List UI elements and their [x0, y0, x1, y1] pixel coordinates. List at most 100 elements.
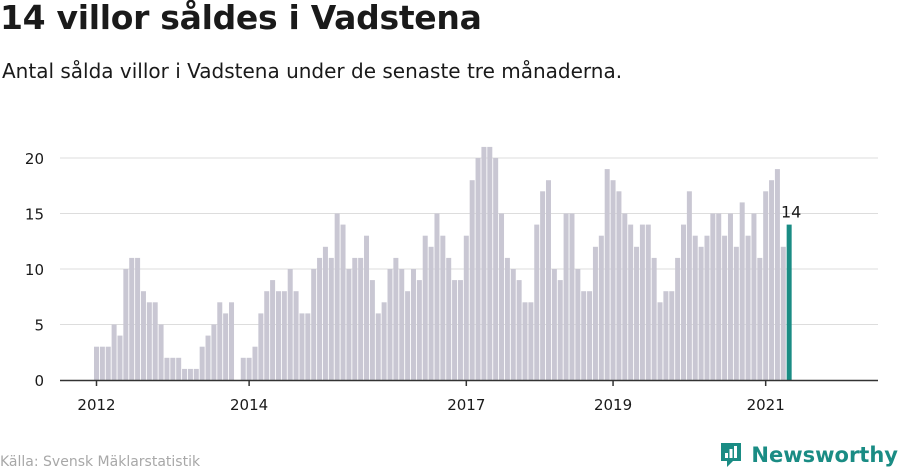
bar — [364, 235, 370, 380]
bar — [534, 224, 540, 380]
bar — [434, 213, 440, 380]
bar — [639, 224, 645, 380]
y-tick-label: 10 — [25, 261, 44, 279]
bar — [346, 269, 352, 380]
bar — [675, 257, 681, 380]
bar — [563, 213, 569, 380]
newsworthy-logo-icon — [721, 443, 742, 467]
bar — [681, 224, 686, 380]
bar — [375, 313, 381, 380]
bar — [487, 146, 493, 380]
bar — [340, 224, 346, 380]
x-tick-label: 2021 — [747, 396, 785, 414]
bar — [311, 269, 317, 380]
bar — [146, 302, 152, 380]
bar — [416, 280, 422, 380]
bar — [199, 346, 205, 380]
bar — [281, 291, 287, 380]
bar — [305, 313, 311, 380]
bar — [704, 235, 710, 380]
bar — [757, 257, 763, 380]
bar-chart: 0 5 10 15 20 2012 2014 2017 2019 2021 14 — [25, 146, 878, 414]
bar — [410, 269, 416, 380]
bar — [710, 213, 716, 380]
bar — [604, 169, 610, 380]
bar — [645, 224, 651, 380]
bar — [663, 291, 669, 380]
bar — [140, 291, 146, 380]
x-tick-label: 2019 — [594, 396, 632, 414]
newsworthy-brand[interactable]: Newsworthy — [719, 441, 898, 469]
bar — [581, 291, 587, 380]
bar — [610, 180, 616, 380]
bar — [322, 246, 328, 380]
bar — [774, 169, 780, 380]
bar — [94, 346, 99, 380]
bar — [428, 246, 434, 380]
bar — [446, 257, 452, 380]
bar — [751, 213, 757, 380]
bar — [698, 246, 704, 380]
chart-subtitle: Antal sålda villor i Vadstena under de s… — [2, 59, 623, 83]
bar — [528, 302, 534, 380]
x-tick-label: 2014 — [230, 396, 268, 414]
bar — [117, 335, 123, 380]
y-tick-label: 5 — [34, 317, 44, 335]
bar — [686, 191, 692, 380]
bar — [592, 246, 598, 380]
bar — [463, 235, 469, 380]
bar — [358, 257, 364, 380]
bar — [510, 269, 516, 380]
bar — [111, 324, 117, 380]
bar — [569, 213, 575, 380]
bar — [405, 291, 411, 380]
bar — [270, 280, 276, 380]
bar — [158, 324, 164, 380]
bar — [722, 235, 728, 380]
bar — [387, 269, 393, 380]
bar — [334, 213, 340, 380]
bar — [422, 235, 428, 380]
bar — [651, 257, 657, 380]
bar — [540, 191, 546, 380]
bar — [516, 280, 522, 380]
y-tick-label: 15 — [25, 206, 44, 224]
bar — [187, 368, 193, 380]
bar — [493, 158, 499, 380]
bar — [193, 368, 199, 380]
bar — [587, 291, 593, 380]
bar — [457, 280, 463, 380]
bar — [258, 313, 264, 380]
bar — [739, 202, 745, 380]
bar — [293, 291, 299, 380]
chart-title: 14 villor såldes i Vadstena — [0, 0, 482, 37]
bar — [369, 280, 375, 380]
bar — [217, 302, 223, 380]
bar — [152, 302, 158, 380]
bar — [223, 313, 229, 380]
bar — [475, 158, 481, 380]
bar — [164, 357, 170, 380]
bar — [769, 180, 775, 380]
brand-name: Newsworthy — [751, 443, 898, 467]
source-note: Källa: Svensk Mäklarstatistik — [0, 454, 201, 470]
bar — [352, 257, 358, 380]
bar — [727, 213, 733, 380]
bar — [692, 235, 698, 380]
bar — [381, 302, 387, 380]
bar — [598, 235, 604, 380]
bar — [264, 291, 270, 380]
bar — [634, 246, 640, 380]
bar — [287, 269, 293, 380]
bar — [182, 368, 188, 380]
bar — [135, 257, 141, 380]
bar — [763, 191, 769, 380]
bar — [440, 235, 446, 380]
bar — [716, 213, 722, 380]
bar — [622, 213, 628, 380]
x-tick-label: 2017 — [447, 396, 485, 414]
bar — [557, 280, 563, 380]
x-tick-label: 2012 — [77, 396, 115, 414]
bar — [745, 235, 751, 380]
highlight-value-label: 14 — [781, 203, 801, 222]
